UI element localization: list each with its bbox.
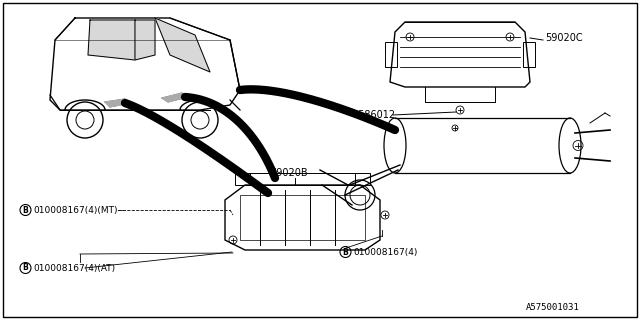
Polygon shape — [162, 93, 188, 102]
Polygon shape — [88, 20, 135, 60]
Text: 0586012: 0586012 — [352, 110, 395, 120]
Text: 59020C: 59020C — [545, 33, 582, 43]
Text: A575001031: A575001031 — [526, 303, 580, 312]
Polygon shape — [135, 20, 155, 60]
Bar — [385, 42, 397, 67]
Text: 010008167(4)(AT): 010008167(4)(AT) — [33, 263, 115, 273]
Bar — [240, 195, 365, 240]
Text: B: B — [342, 247, 348, 257]
Text: 010008167(4): 010008167(4) — [353, 247, 417, 257]
Text: B: B — [22, 263, 28, 273]
Bar — [235, 173, 370, 185]
Polygon shape — [155, 18, 210, 72]
Text: 59020B: 59020B — [270, 168, 308, 178]
Polygon shape — [105, 99, 130, 107]
Text: 010008167(4)(MT)--: 010008167(4)(MT)-- — [33, 205, 124, 214]
Text: B: B — [22, 205, 28, 214]
Bar — [523, 42, 535, 67]
